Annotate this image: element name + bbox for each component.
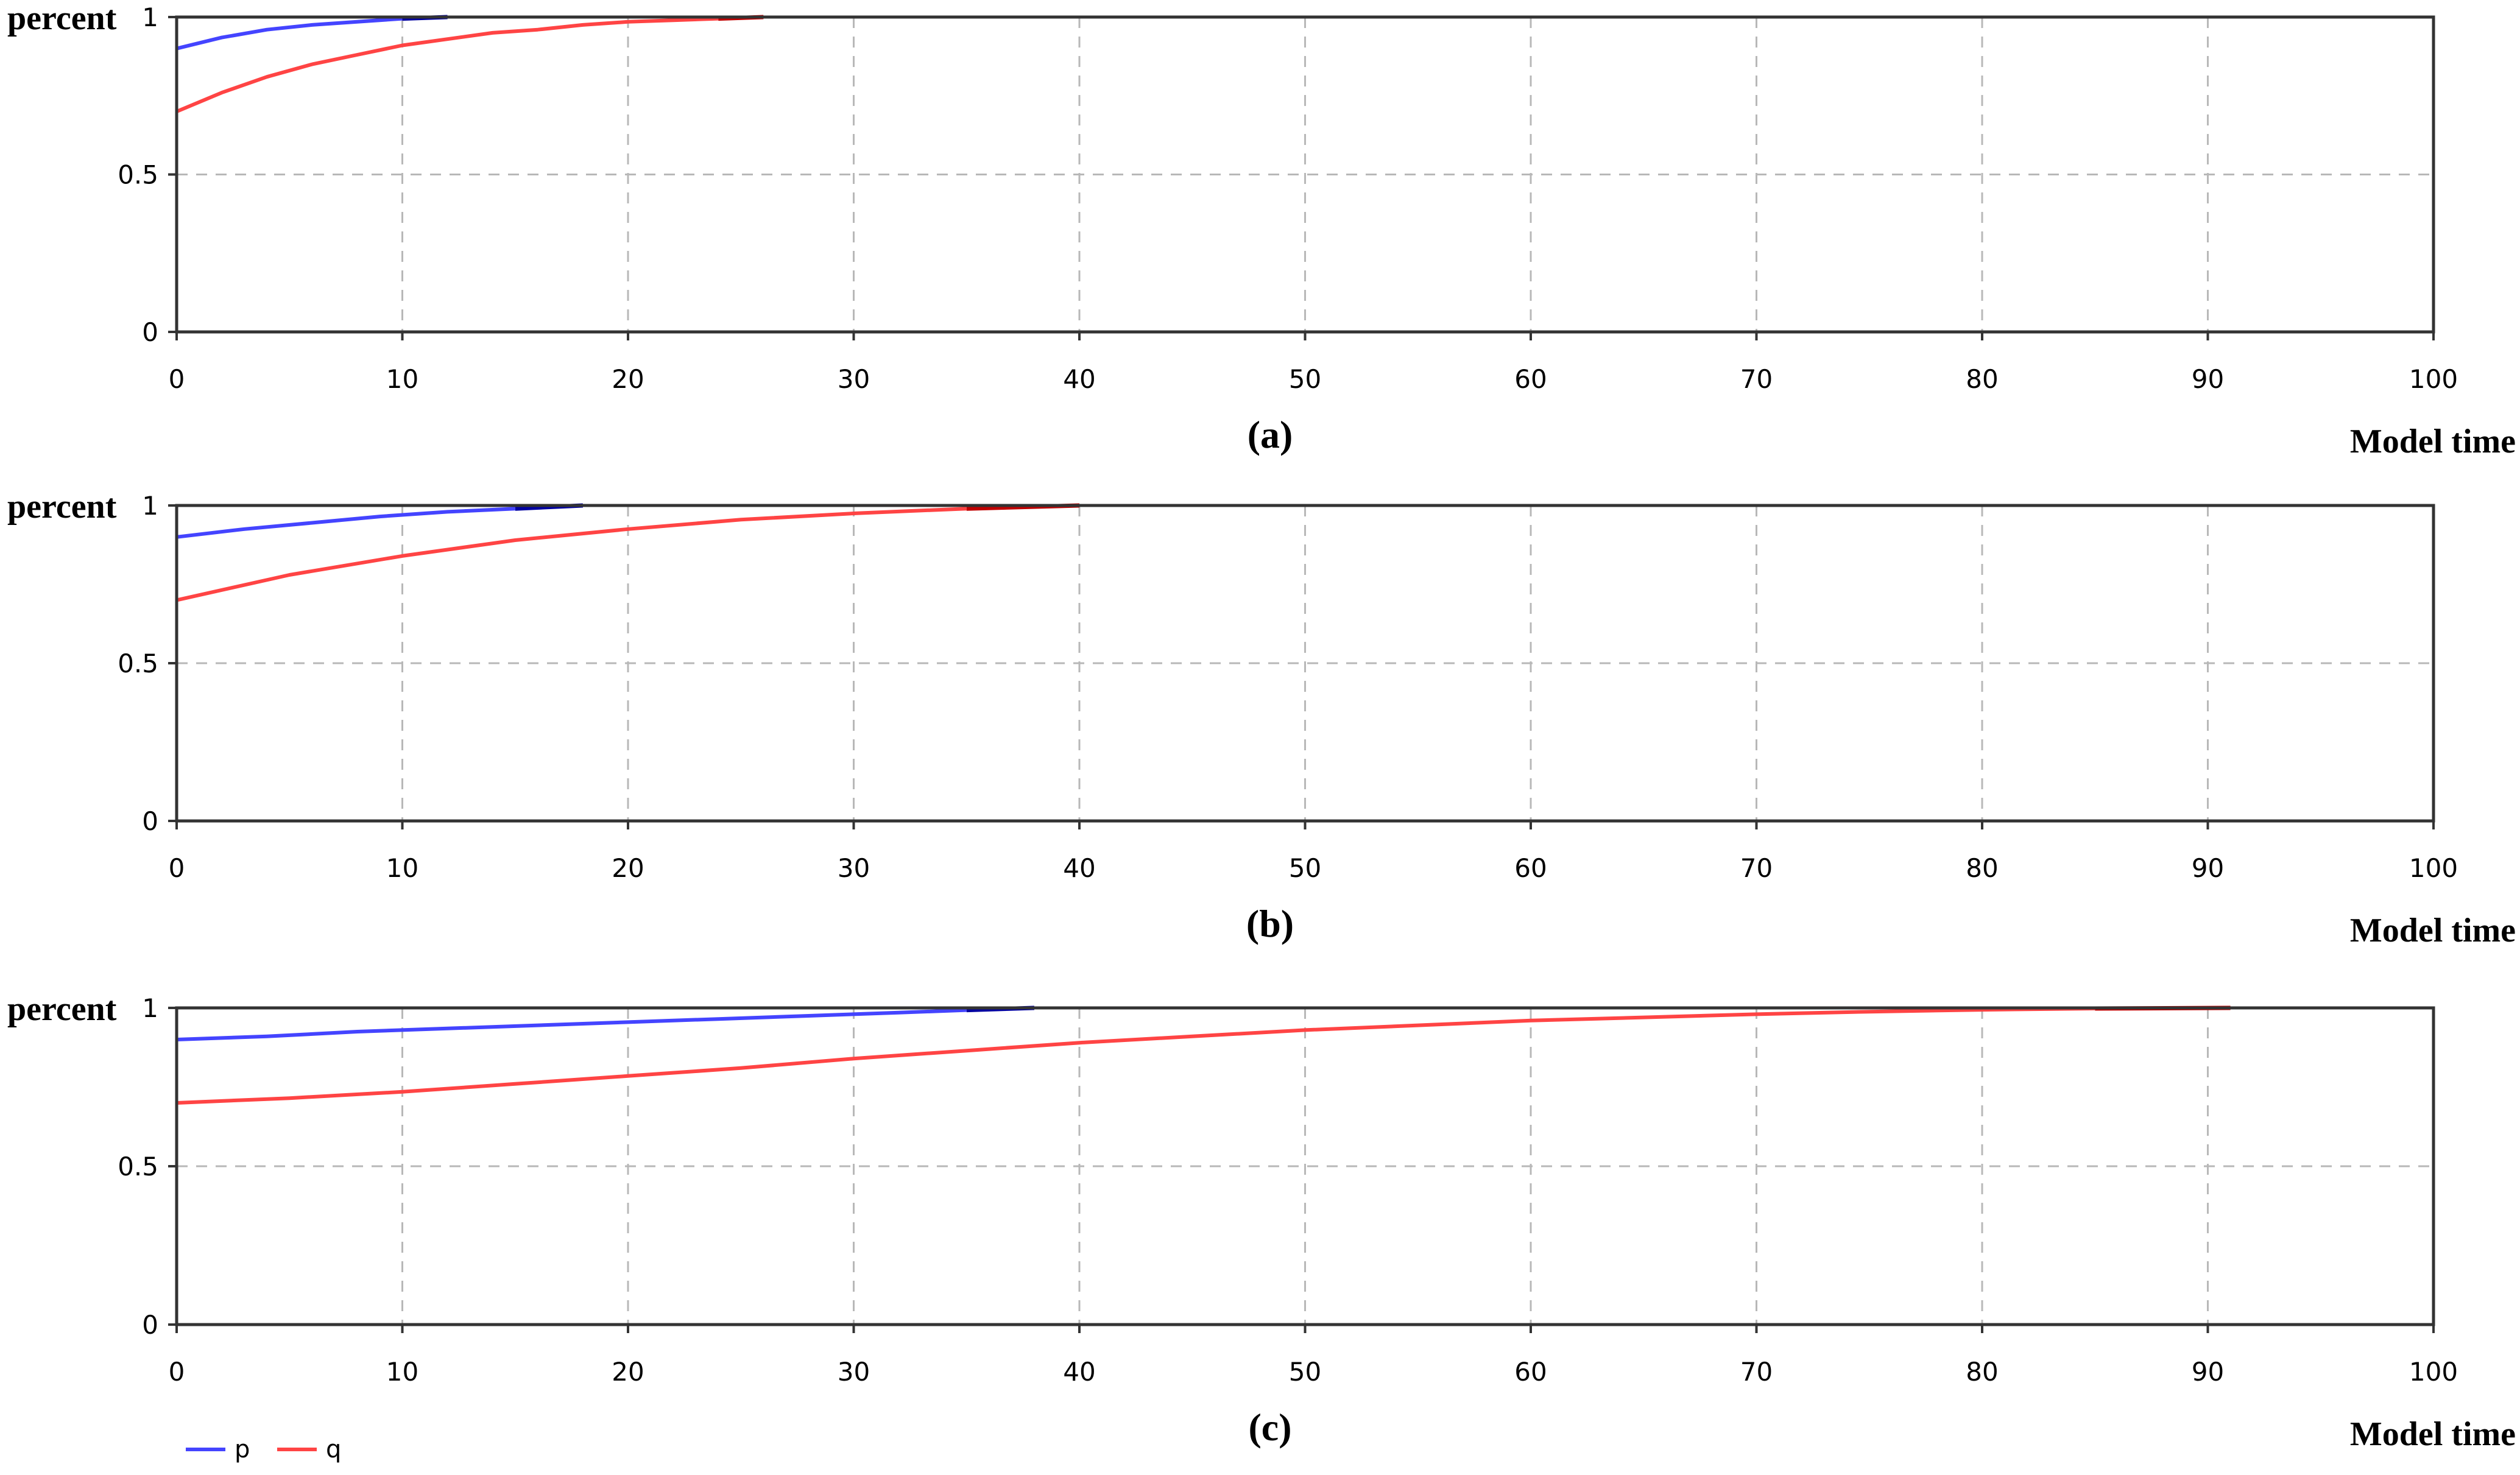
x-axis-title: Model time (2350, 912, 2516, 949)
y-axis-title: percent (7, 990, 117, 1028)
series-line-q (176, 1007, 2095, 1105)
series-line-p (176, 507, 515, 539)
y-axis-title: percent (7, 0, 117, 37)
x-tick-label: 100 (2409, 853, 2458, 883)
x-tick-label: 20 (612, 364, 644, 394)
x-tick-label: 70 (1740, 853, 1773, 883)
series-line-p (176, 1008, 967, 1041)
legend-label: q (326, 1435, 341, 1463)
panel-label: (c) (1248, 1406, 1291, 1449)
x-tick-label: 60 (1514, 853, 1547, 883)
y-tick-label: 1 (142, 491, 158, 521)
x-tick-label: 40 (1063, 1357, 1095, 1387)
x-tick-label: 100 (2409, 364, 2458, 394)
chart-panel-1: 0 10 20 30 40 50 60 70 80 90 100 0 0.5 1 percent Model … (7, 488, 2516, 949)
x-tick-label: 90 (2192, 853, 2224, 883)
x-tick-label: 30 (838, 1357, 870, 1387)
x-tick-label: 40 (1063, 364, 1095, 394)
y-tick-label: 0 (142, 317, 158, 347)
x-axis-title: Model time (2350, 423, 2516, 460)
x-tick-label: 10 (386, 853, 418, 883)
legend-label: p (235, 1435, 250, 1463)
y-axis-title: percent (7, 488, 117, 526)
chart-panel-0: 0 10 20 30 40 50 60 70 80 90 100 0 0.5 1 percent Model … (7, 0, 2516, 460)
panel-label: (a) (1248, 413, 1293, 456)
x-tick-label: 30 (838, 853, 870, 883)
x-tick-label: 0 (169, 1357, 185, 1387)
x-tick-label: 70 (1740, 364, 1773, 394)
y-tick-label: 0.5 (118, 160, 158, 190)
x-tick-label: 50 (1289, 1357, 1321, 1387)
x-tick-label: 40 (1063, 853, 1095, 883)
x-tick-label: 20 (612, 853, 644, 883)
x-tick-label: 80 (1966, 364, 1998, 394)
x-tick-label: 60 (1514, 364, 1547, 394)
x-tick-label: 60 (1514, 1357, 1547, 1387)
y-tick-label: 0.5 (118, 1152, 158, 1181)
chart-panel-2: 0 10 20 30 40 50 60 70 80 90 100 0 0.5 1 percent Model … (7, 990, 2516, 1453)
x-tick-label: 10 (386, 1357, 418, 1387)
x-axis-title: Model time (2350, 1415, 2516, 1453)
x-tick-label: 20 (612, 1357, 644, 1387)
series-line-q (176, 507, 967, 602)
panels: 0 10 20 30 40 50 60 70 80 90 10000.51percentModel … (7, 0, 2516, 1453)
x-tick-label: 70 (1740, 1357, 1773, 1387)
y-tick-label: 0.5 (118, 649, 158, 678)
legend-item-q: q (277, 1435, 341, 1463)
x-tick-label: 0 (169, 853, 185, 883)
series-line-q (175, 16, 719, 113)
y-tick-label: 0 (142, 1310, 158, 1340)
x-tick-label: 50 (1289, 853, 1321, 883)
x-tick-label: 100 (2409, 1357, 2458, 1387)
x-tick-label: 30 (838, 364, 870, 394)
x-tick-label: 10 (386, 364, 418, 394)
x-tick-label: 80 (1966, 1357, 1998, 1387)
x-tick-label: 80 (1966, 853, 1998, 883)
x-tick-label: 0 (169, 364, 185, 394)
series-line-p (176, 16, 403, 51)
y-tick-label: 0 (142, 806, 158, 836)
legend-item-p: p (186, 1435, 250, 1463)
x-tick-label: 50 (1289, 364, 1321, 394)
y-tick-label: 1 (142, 993, 158, 1023)
y-tick-label: 1 (142, 2, 158, 32)
x-tick-label: 90 (2192, 1357, 2224, 1387)
x-tick-label: 90 (2192, 364, 2224, 394)
panel-label: (b) (1246, 902, 1294, 945)
